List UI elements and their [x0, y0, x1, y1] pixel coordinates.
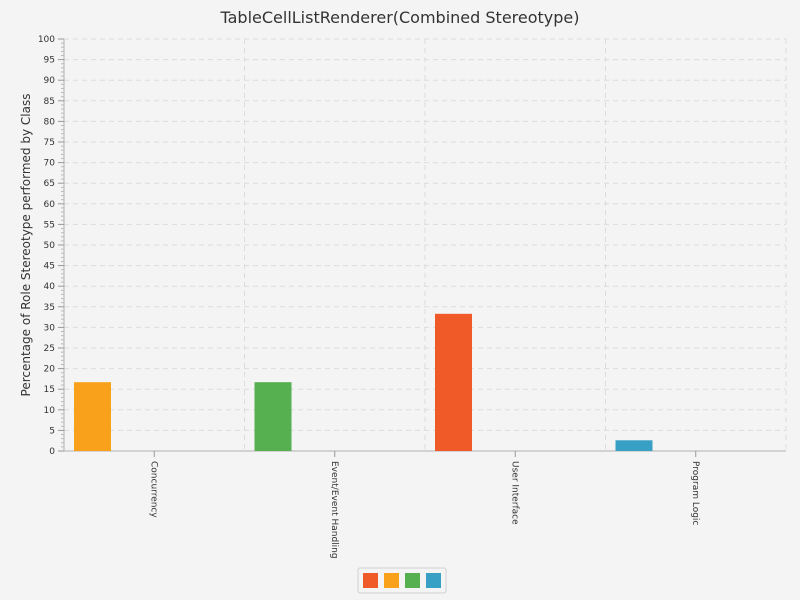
chart-title: TableCellListRenderer(Combined Stereotyp…	[219, 8, 579, 27]
y-tick-label: 15	[44, 385, 55, 395]
bar-user-interface	[435, 313, 472, 451]
y-tick-label: 30	[44, 323, 56, 333]
bars	[74, 313, 653, 451]
bar-concurrency	[74, 382, 111, 451]
y-tick-label: 85	[44, 97, 55, 107]
x-tick-label: User Interface	[509, 461, 519, 525]
grid	[64, 38, 787, 451]
x-tick-label: Concurrency	[148, 461, 158, 518]
y-tick-label: 70	[44, 159, 56, 169]
y-axis-label: Percentage of Role Stereotype performed …	[19, 94, 33, 397]
bar-program-logic	[615, 440, 653, 451]
y-axis-ticks: 0 5 10 15 20 25 30 35 40 45 50 55 60 65 70 75 80 85 90 95 10…	[38, 35, 64, 457]
y-tick-label: 100	[38, 35, 55, 45]
y-tick-label: 20	[44, 365, 56, 375]
legend-swatch	[426, 573, 441, 588]
y-tick-label: 80	[44, 117, 56, 127]
y-tick-label: 50	[44, 241, 56, 251]
y-tick-label: 40	[44, 282, 56, 292]
y-tick-label: 45	[44, 262, 55, 272]
legend	[357, 567, 447, 594]
legend-swatch	[384, 573, 399, 588]
y-tick-label: 75	[44, 138, 55, 148]
y-tick-label: 5	[49, 426, 55, 436]
x-tick-label: Event/Event Handling	[329, 461, 339, 559]
y-tick-label: 90	[44, 76, 56, 86]
y-tick-label: 95	[44, 56, 55, 66]
bar-event-event-handling	[254, 382, 292, 451]
y-tick-label: 35	[44, 303, 55, 313]
y-tick-label: 0	[49, 447, 55, 457]
legend-swatch	[405, 573, 420, 588]
y-tick-label: 60	[44, 200, 56, 210]
x-tick-label: Program Logic	[690, 461, 700, 525]
y-tick-label: 10	[44, 406, 56, 416]
legend-box	[357, 567, 447, 594]
y-tick-label: 25	[44, 344, 55, 354]
legend-swatch	[363, 573, 378, 588]
y-tick-label: 55	[44, 220, 55, 230]
y-tick-label: 65	[44, 179, 55, 189]
x-axis-ticks: Concurrency Event/Event Handling User Inte…	[148, 451, 700, 559]
